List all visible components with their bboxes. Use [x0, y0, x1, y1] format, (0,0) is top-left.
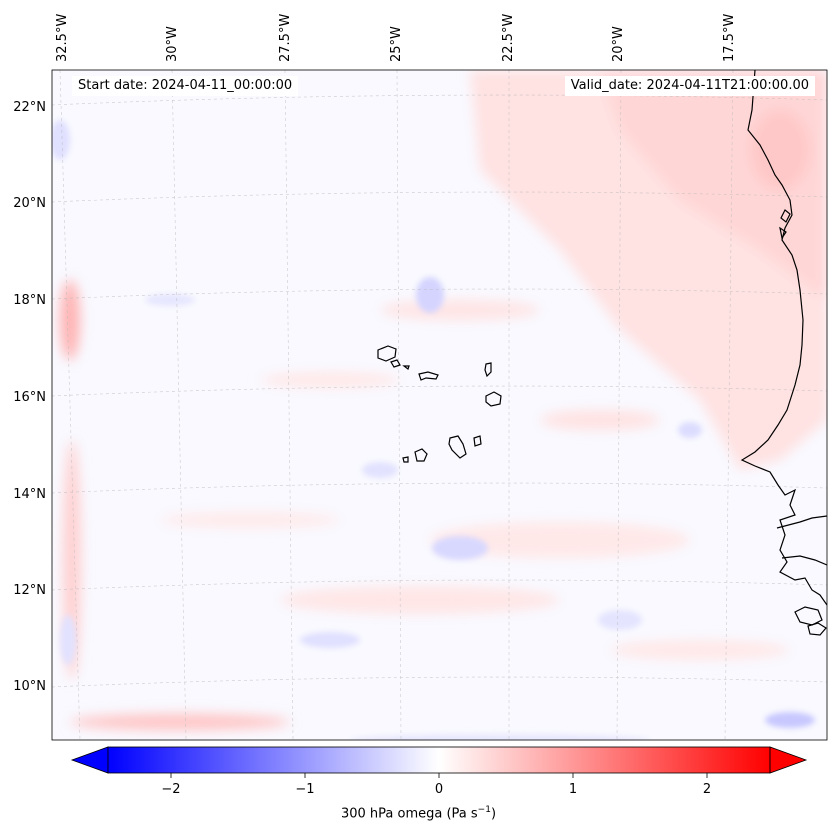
- omega-field: [52, 70, 827, 740]
- island-sao-nicolau: [418, 371, 439, 381]
- colorbar-tick-label: −1: [295, 782, 314, 797]
- lat-label: 22°N: [13, 100, 46, 115]
- island-boa-vista: [485, 391, 502, 407]
- valid-date-label: Valid_date: 2024-04-11T21:00:00.00: [564, 76, 815, 96]
- colorbar: −2 −1 0 1 2: [70, 746, 808, 797]
- cape-verde-islands: [377, 345, 502, 463]
- lon-label: 27.5°W: [278, 14, 293, 62]
- island-santo-antao: [377, 345, 397, 362]
- lon-label: 25°W: [389, 26, 404, 62]
- graticule: [52, 70, 827, 740]
- longitude-labels: 32.5°W 30°W 27.5°W 25°W 22.5°W 20°W 17.5…: [55, 14, 737, 62]
- map-frame: [51, 69, 828, 741]
- west-africa-coast: [740, 70, 827, 606]
- island-santiago: [448, 435, 467, 459]
- lat-label: 10°N: [13, 679, 46, 694]
- lat-label: 16°N: [13, 390, 46, 405]
- colorbar-extend-min: [70, 746, 109, 774]
- lon-label: 32.5°W: [55, 14, 70, 62]
- colorbar-label: 300 hPa omega (Pa s−1): [340, 805, 497, 822]
- start-date-label: Start date: 2024-04-11_00:00:00: [72, 76, 299, 96]
- colorbar-tick-label: 1: [569, 782, 577, 797]
- island-sal: [484, 362, 492, 378]
- latitude-labels: 22°N 20°N 18°N 16°N 14°N 12°N 10°N: [13, 100, 46, 694]
- lon-label: 22.5°W: [501, 14, 516, 62]
- coastline: [740, 70, 827, 636]
- lon-label: 20°W: [611, 26, 626, 62]
- lat-label: 20°N: [13, 196, 46, 211]
- lat-label: 14°N: [13, 487, 46, 502]
- lon-label: 30°W: [165, 26, 180, 62]
- island-sao-vicente: [390, 359, 401, 368]
- colorbar-bar: [108, 747, 770, 773]
- colorbar-tick-label: 0: [435, 782, 443, 797]
- lat-label: 18°N: [13, 293, 46, 308]
- colorbar-tick-label: −2: [161, 782, 180, 797]
- island-maio: [473, 435, 482, 447]
- island-brava: [402, 456, 409, 463]
- island-fogo: [414, 448, 428, 462]
- colorbar-tick-label: 2: [703, 782, 711, 797]
- lat-label: 12°N: [13, 583, 46, 598]
- island-santa-luzia: [402, 365, 410, 370]
- colorbar-extend-max: [769, 746, 808, 774]
- lon-label: 17.5°W: [722, 14, 737, 62]
